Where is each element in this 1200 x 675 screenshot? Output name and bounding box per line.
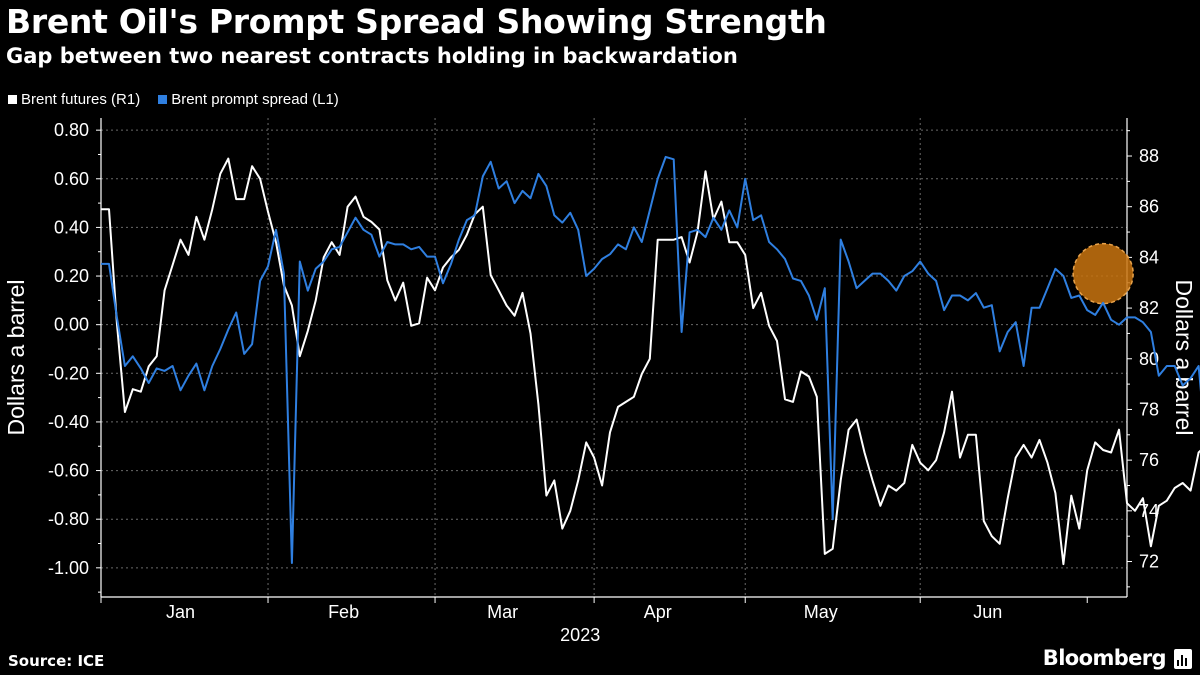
left-tick-label: -0.80 — [48, 509, 89, 529]
legend-label-futures: Brent futures (R1) — [21, 91, 141, 108]
right-tick-label: 86 — [1139, 197, 1159, 217]
x-tick-label: Apr — [644, 602, 672, 622]
left-tick-label: -0.60 — [48, 461, 89, 481]
left-tick-label: 0.00 — [54, 315, 89, 335]
right-tick-label: 82 — [1139, 298, 1159, 318]
legend-item-spread: Brent prompt spread (L1) — [158, 91, 339, 108]
chart-title: Brent Oil's Prompt Spread Showing Streng… — [6, 2, 827, 41]
x-tick-label: Feb — [328, 602, 359, 622]
left-tick-label: -0.20 — [48, 363, 89, 383]
highlight-circle — [1072, 242, 1134, 305]
bloomberg-terminal-icon — [1174, 649, 1192, 669]
chart-subtitle: Gap between two nearest contracts holdin… — [6, 44, 738, 68]
legend-swatch-futures — [8, 95, 17, 104]
right-axis-title: Dollars a barrel — [1171, 280, 1197, 436]
source-note: Source: ICE — [8, 652, 105, 670]
legend: Brent futures (R1) Brent prompt spread (… — [8, 91, 339, 108]
left-tick-label: -0.40 — [48, 412, 89, 432]
legend-label-spread: Brent prompt spread (L1) — [171, 91, 339, 108]
right-tick-label: 84 — [1139, 247, 1159, 267]
series-line-brent-futures — [101, 157, 1200, 566]
left-tick-label: 0.60 — [54, 169, 89, 189]
left-tick-label: 0.40 — [54, 217, 89, 237]
legend-swatch-spread — [158, 95, 168, 104]
left-tick-label: -1.00 — [48, 558, 89, 578]
left-tick-label: 0.80 — [54, 120, 89, 140]
legend-item-futures: Brent futures (R1) — [8, 91, 140, 108]
x-tick-label: May — [804, 602, 838, 622]
right-tick-label: 72 — [1139, 552, 1159, 572]
x-tick-label: Mar — [487, 602, 518, 622]
right-tick-label: 88 — [1139, 146, 1159, 166]
series-line-prompt-spread — [101, 155, 1200, 564]
right-tick-label: 78 — [1139, 399, 1159, 419]
x-tick-label: Jun — [973, 602, 1002, 622]
left-axis-title: Dollars a barrel — [3, 280, 29, 436]
x-axis-year-label: 2023 — [560, 625, 600, 645]
bloomberg-logo: Bloomberg — [1042, 646, 1167, 670]
x-tick-label: Jan — [166, 602, 195, 622]
right-tick-label: 76 — [1139, 450, 1159, 470]
left-tick-label: 0.20 — [54, 266, 89, 286]
